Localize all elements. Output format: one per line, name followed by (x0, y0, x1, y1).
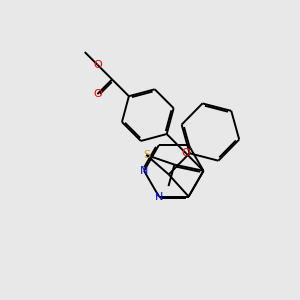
Text: O: O (93, 60, 102, 70)
Text: N: N (155, 191, 163, 202)
Text: O: O (181, 148, 190, 158)
Text: N: N (140, 166, 148, 176)
Text: O: O (93, 89, 102, 99)
Text: S: S (143, 150, 150, 160)
